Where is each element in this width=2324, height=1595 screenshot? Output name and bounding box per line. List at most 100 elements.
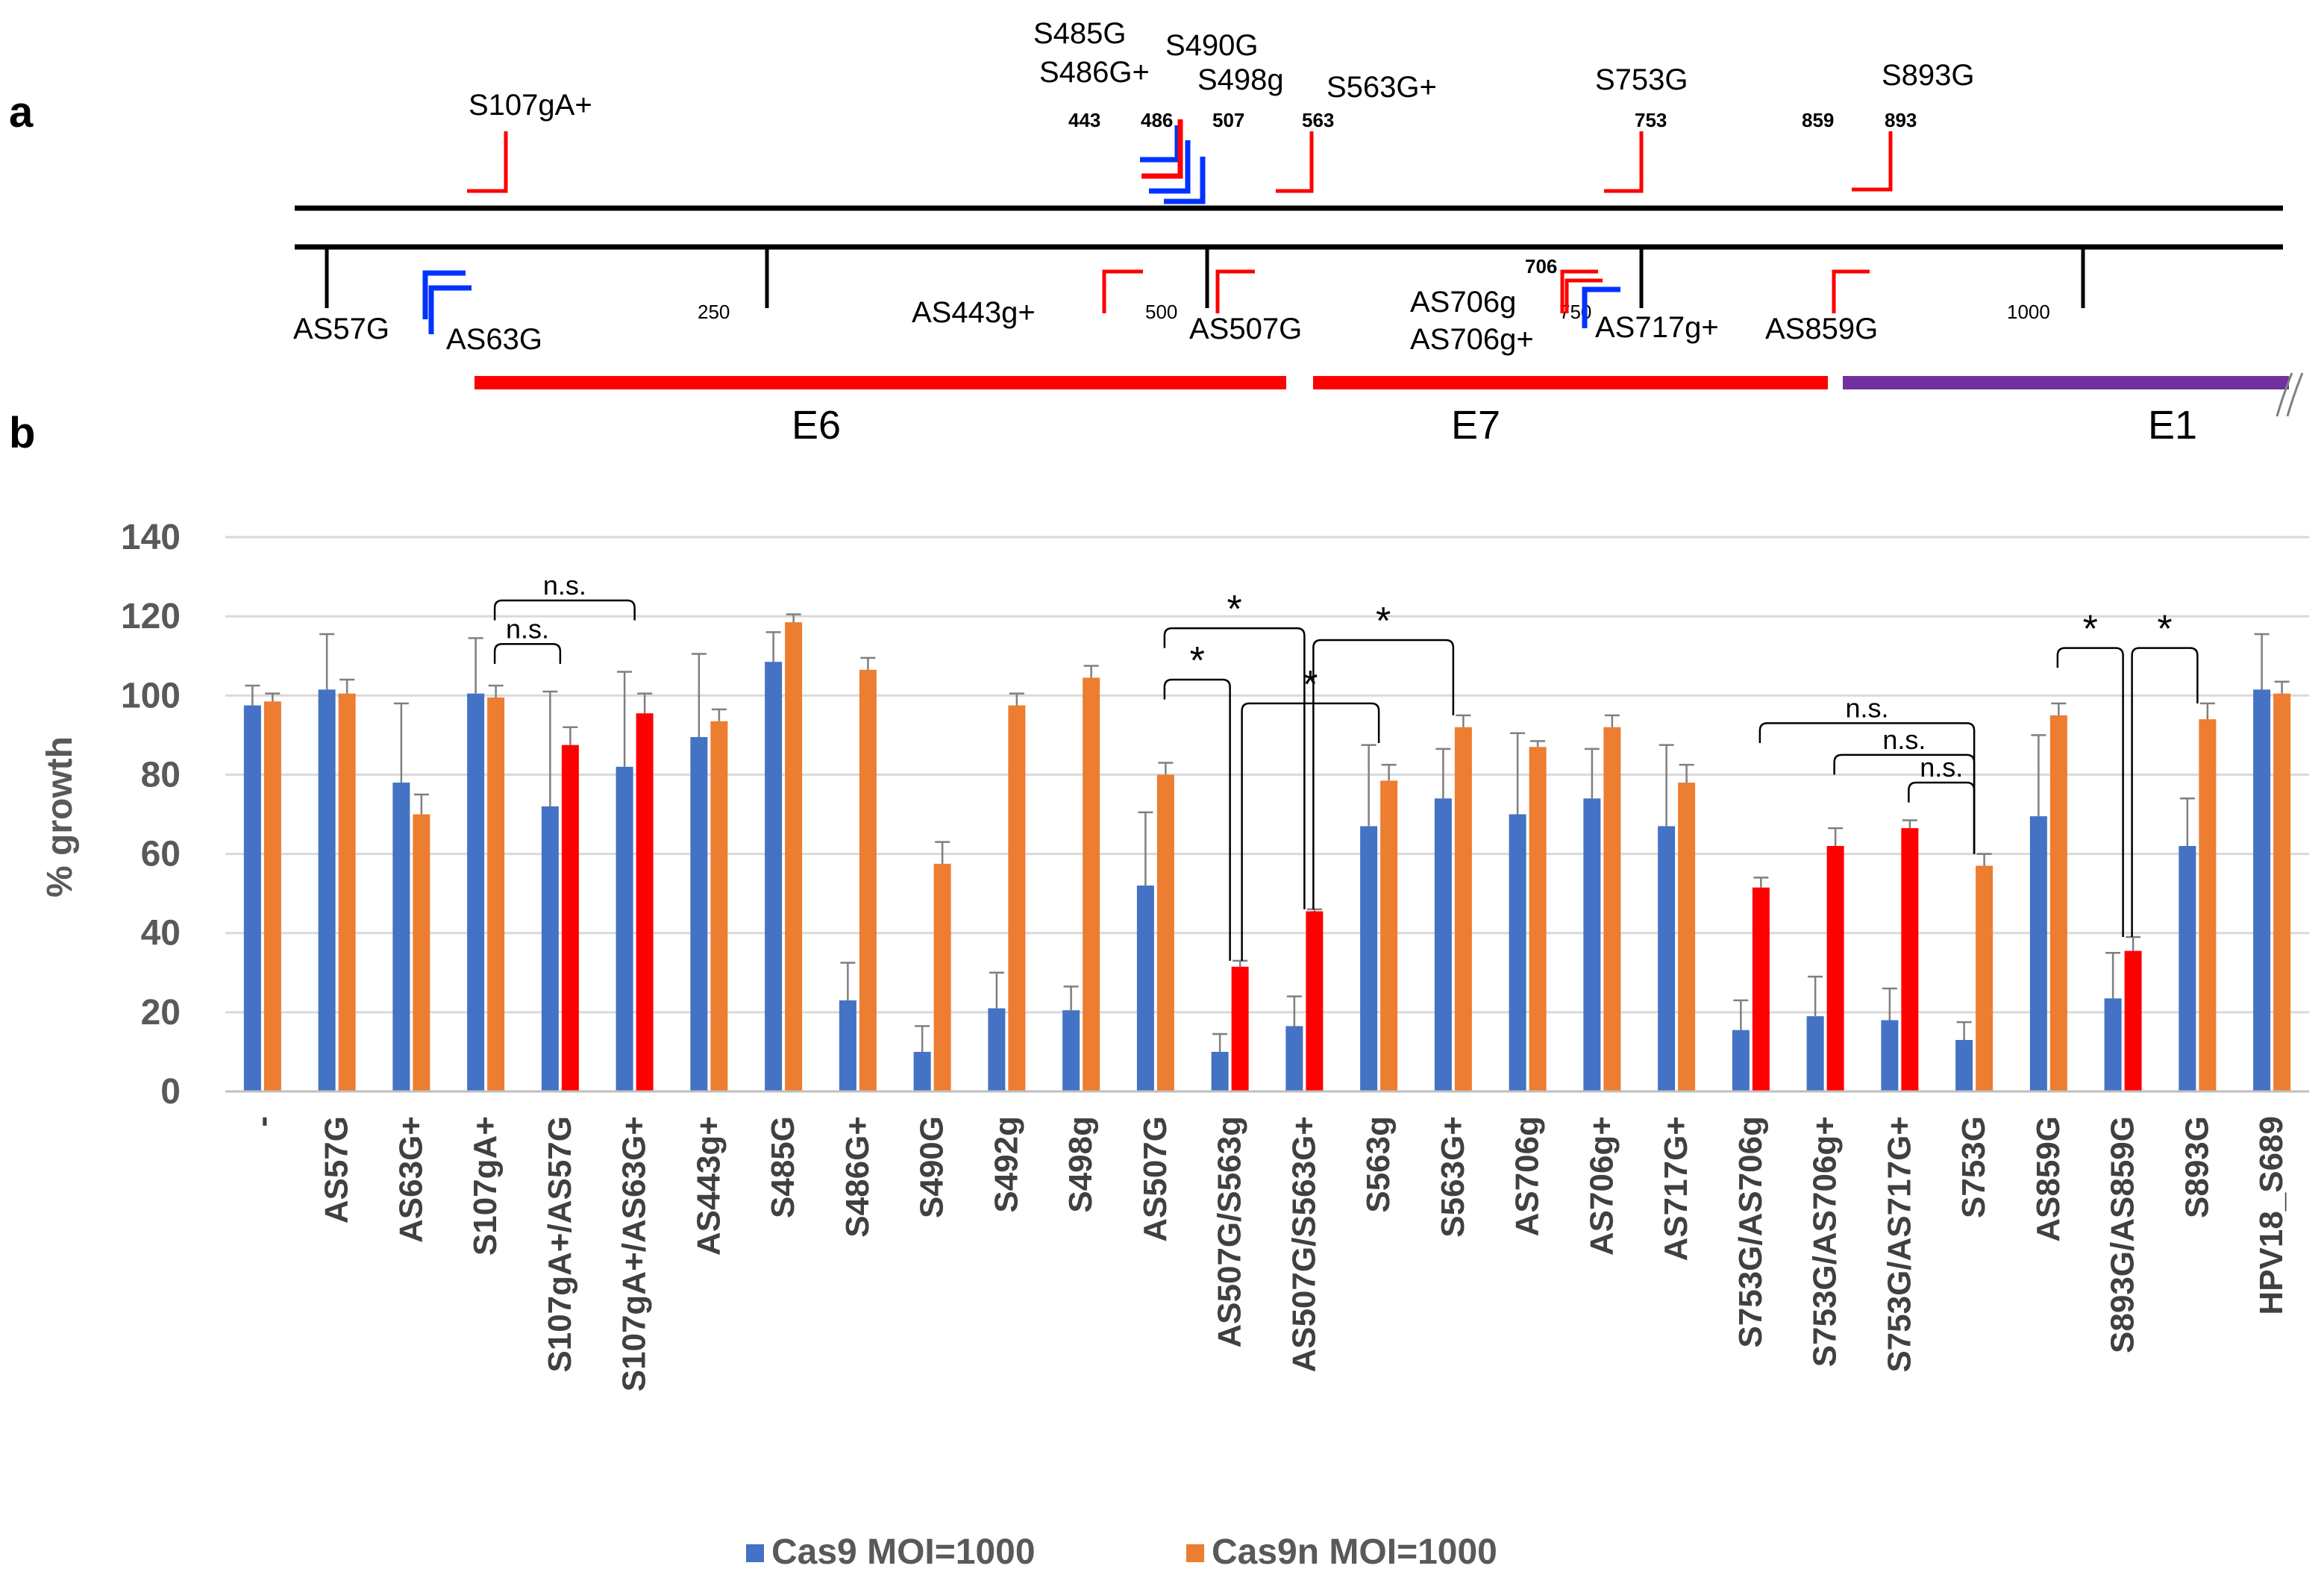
error-bar-cas9-S753G/AS717G+ — [1882, 987, 1897, 1021]
error-bars — [245, 613, 2290, 1052]
bar-cas9n-AS63G+ — [413, 814, 430, 1091]
x-tick-label-AS57G: AS57G — [319, 1116, 355, 1223]
error-bar-cas9-AS57G — [319, 633, 335, 690]
error-bar-cas9-S893G/AS859G — [2105, 952, 2121, 999]
error-bar-cas9-AS63G+ — [393, 702, 409, 783]
gene-label-E7: E7 — [1451, 403, 1500, 448]
error-bar-cas9n-S490G — [935, 841, 950, 864]
bar-cas9-S492g — [988, 1008, 1006, 1091]
gene-bars: E6 E7 E1 — [474, 372, 2304, 448]
bar-cas9n-S753G/AS706g — [1752, 887, 1770, 1091]
error-bar-cas9-S563g — [1361, 744, 1376, 827]
significance-label-7: n.s. — [1845, 692, 1888, 723]
bar-cas9-S486G+ — [839, 1000, 856, 1091]
error-bar-cas9n-AS859G — [2051, 702, 2067, 715]
position-893: 893 — [1885, 109, 1917, 131]
x-tick-label-AS443g+: AS443g+ — [690, 1116, 727, 1256]
bar-series — [243, 622, 2291, 1091]
guide-marker-S107gA+ — [467, 131, 508, 193]
guide-marker-S485G — [1140, 125, 1180, 163]
guide-label-AS57G: AS57G — [293, 313, 389, 345]
y-tick-label-80: 80 — [141, 755, 181, 795]
x-tick-label-S753G: S753G — [1955, 1116, 1992, 1218]
bar-cas9n-S563G+ — [1454, 727, 1472, 1091]
guide-marker-S498g — [1164, 157, 1206, 204]
x-tick-label-S107gA+/AS63G+: S107gA+/AS63G+ — [616, 1116, 653, 1391]
error-bar-cas9-S107gA+ — [468, 637, 483, 694]
x-tick-label-AS63G+: AS63G+ — [392, 1116, 429, 1243]
error-bar-cas9-AS507G — [1138, 811, 1153, 886]
error-bar-cas9n-S107gA+ — [488, 684, 504, 698]
guide-label-S498g: S498g — [1197, 63, 1284, 96]
guide-label-S486G+: S486G+ — [1039, 56, 1150, 89]
bar-cas9n-S485G — [785, 622, 803, 1091]
x-tick-label-S490G: S490G — [914, 1116, 950, 1218]
bar-cas9n-S107gA+ — [487, 697, 505, 1091]
x-tick-label-S753G/AS717G+: S753G/AS717G+ — [1881, 1116, 1917, 1373]
significance-label-2: n.s. — [543, 570, 586, 601]
guide-label-AS859G: AS859G — [1765, 313, 1878, 345]
error-bar-cas9n-AS63G+ — [413, 793, 429, 815]
guide-marker-S563G+ — [1276, 131, 1314, 193]
x-tick-label-AS859G: AS859G — [2030, 1116, 2067, 1242]
x-tick-label-S492g: S492g — [988, 1116, 1024, 1213]
x-tick-label-S893G/AS859G: S893G/AS859G — [2105, 1116, 2141, 1353]
bar-cas9-S753G — [1955, 1040, 1973, 1091]
guide-marker-AS706g+ — [1565, 278, 1603, 313]
guide-label-AS717g+: AS717g+ — [1595, 311, 1719, 344]
bar-cas9-HPV18_S689 — [2253, 689, 2271, 1091]
gene-bar-E7 — [1313, 376, 1828, 389]
x-axis-tick-labels: - AS57G AS63G+ S107gA+ S107gA+/AS57G S107gA+/… — [244, 1116, 2290, 1391]
error-bar-cas9n-- — [265, 692, 281, 702]
error-bar-cas9n-S485G — [786, 613, 801, 623]
error-bar-cas9-S498g — [1063, 985, 1079, 1011]
error-bar-cas9n-S498g — [1083, 665, 1099, 678]
y-tick-label-0: 0 — [160, 1072, 181, 1112]
panel-b-label: b — [9, 409, 35, 457]
bar-cas9-S107gA+/AS57G — [541, 806, 559, 1091]
error-bar-cas9n-S753G/AS706g+ — [1828, 827, 1844, 846]
guide-label-AS507G: AS507G — [1189, 313, 1302, 345]
bar-cas9-AS63G+ — [392, 783, 410, 1091]
y-tick-label-140: 140 — [121, 518, 181, 557]
bar-cas9-AS507G/S563G+ — [1285, 1026, 1303, 1091]
error-bar-cas9-S563G+ — [1435, 748, 1451, 799]
legend-swatch — [746, 1544, 764, 1562]
error-bar-cas9-AS706g+ — [1584, 748, 1600, 799]
error-bar-cas9-AS507G/S563g — [1212, 1032, 1228, 1052]
bar-chart: 0 20 40 60 80 100 120 140 % growth - AS57G AS63G+… — [40, 518, 2309, 1572]
bar-cas9n-AS859G — [2049, 715, 2067, 1091]
x-tick-label-S498g: S498g — [1062, 1116, 1099, 1213]
x-tick-label-S485G: S485G — [765, 1116, 801, 1218]
bar-cas9n-S893G/AS859G — [2124, 950, 2142, 1091]
bar-cas9n-S563g — [1380, 780, 1398, 1091]
bar-cas9n-S753G — [1976, 865, 1993, 1091]
bar-cas9n-S490G — [933, 863, 951, 1091]
bar-cas9n-S107gA+/AS57G — [561, 745, 579, 1091]
bar-cas9-S563G+ — [1434, 798, 1452, 1091]
guide-marker-S893G — [1852, 131, 1893, 192]
x-tick-label-S753G/AS706g+: S753G/AS706g+ — [1807, 1116, 1844, 1367]
significance-bracket-7: n.s. — [1758, 692, 1976, 854]
position-706: 706 — [1525, 255, 1557, 278]
guide-label-S753G: S753G — [1595, 63, 1688, 96]
bar-cas9n-AS717G+ — [1678, 783, 1696, 1091]
error-bar-cas9n-S563g — [1381, 763, 1397, 781]
legend-label: Cas9 MOI=1000 — [771, 1532, 1036, 1572]
guide-label-S485G: S485G — [1033, 17, 1127, 50]
error-bar-cas9n-AS706g — [1530, 740, 1546, 748]
error-bar-cas9n-AS507G/S563G+ — [1306, 908, 1322, 912]
bar-cas9n-S492g — [1008, 705, 1026, 1091]
significance-brackets: n.s.n.s.****n.s.n.s.n.s.* * — [493, 570, 2199, 961]
legend-label: Cas9n MOI=1000 — [1212, 1532, 1497, 1572]
gene-label-E6: E6 — [792, 403, 841, 448]
y-axis-label: % growth — [40, 736, 80, 897]
error-bar-cas9-S753G — [1956, 1021, 1972, 1041]
sense-guide-markers — [467, 119, 1893, 204]
x-tick-label-S486G+: S486G+ — [839, 1116, 876, 1238]
significance-bracket-3: * — [1163, 639, 1231, 961]
bar-cas9-S498g — [1062, 1010, 1080, 1091]
x-tick-label-AS706g: AS706g — [1509, 1116, 1546, 1236]
gene-bar-E1 — [1843, 376, 2289, 389]
error-bar-cas9n-S107gA+/AS57G — [563, 726, 578, 745]
